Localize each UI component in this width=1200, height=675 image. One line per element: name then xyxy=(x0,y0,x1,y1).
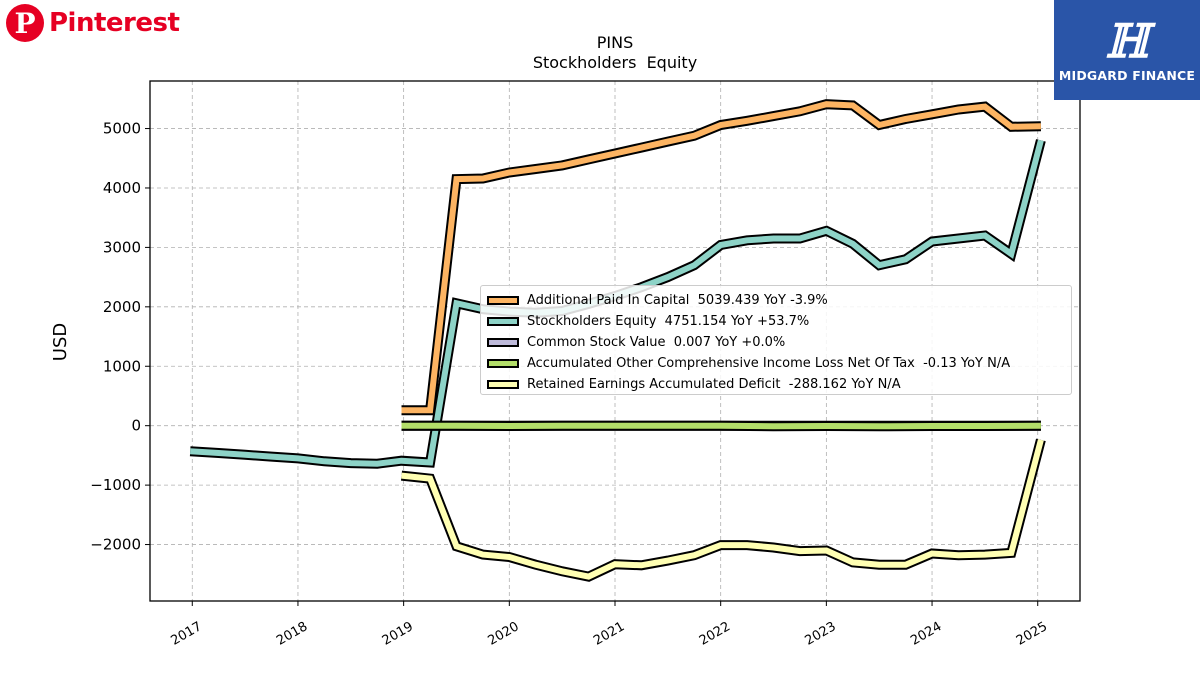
legend-label: Stockholders Equity 4751.154 YoY +53.7% xyxy=(527,314,810,329)
x-tick-label: 2024 xyxy=(908,619,944,649)
x-tick-label: 2018 xyxy=(274,619,310,649)
legend-label: Retained Earnings Accumulated Deficit -2… xyxy=(527,377,901,392)
legend-swatch xyxy=(487,296,519,305)
x-tick-label: 2017 xyxy=(168,619,204,649)
series-line-3 xyxy=(401,422,1041,430)
legend-item: Common Stock Value 0.007 YoY +0.0% xyxy=(487,332,1071,353)
legend-item: Retained Earnings Accumulated Deficit -2… xyxy=(487,374,1071,395)
midgard-finance-watermark: ℍ MIDGARD FINANCE xyxy=(1054,0,1200,100)
legend-item: Additional Paid In Capital 5039.439 YoY … xyxy=(487,290,1071,311)
y-axis-label: USD xyxy=(50,323,71,361)
legend-swatch xyxy=(487,380,519,389)
legend-swatch xyxy=(487,317,519,326)
legend-label: Additional Paid In Capital 5039.439 YoY … xyxy=(527,293,828,308)
legend-swatch xyxy=(487,359,519,368)
watermark-text: MIDGARD FINANCE xyxy=(1058,68,1196,83)
y-tick-label: −2000 xyxy=(90,536,141,554)
series-line-4 xyxy=(401,439,1044,580)
legend-label: Accumulated Other Comprehensive Income L… xyxy=(527,356,1011,371)
midgard-logo-icon: ℍ xyxy=(1105,14,1149,68)
legend: Additional Paid In Capital 5039.439 YoY … xyxy=(480,285,1072,395)
y-tick-label: −1000 xyxy=(90,476,141,494)
legend-item: Stockholders Equity 4751.154 YoY +53.7% xyxy=(487,311,1071,332)
chart-subtitle: Stockholders Equity xyxy=(533,53,697,72)
y-tick-label: 2000 xyxy=(103,298,141,316)
pinterest-brand: P Pinterest xyxy=(6,4,180,42)
legend-item: Accumulated Other Comprehensive Income L… xyxy=(487,353,1071,374)
y-tick-label: 0 xyxy=(131,417,141,435)
x-tick-label: 2025 xyxy=(1014,619,1050,649)
x-tick-label: 2021 xyxy=(591,619,627,649)
y-tick-label: 5000 xyxy=(103,120,141,138)
y-tick-label: 3000 xyxy=(103,238,141,256)
pinterest-logo-icon: P xyxy=(6,4,44,42)
series-line-0 xyxy=(401,101,1041,414)
x-tick-label: 2020 xyxy=(485,619,521,649)
brand-name: Pinterest xyxy=(49,8,180,38)
x-tick-label: 2019 xyxy=(380,619,416,649)
x-tick-label: 2022 xyxy=(697,619,733,649)
x-tick-label: 2023 xyxy=(803,619,839,649)
y-tick-label: 1000 xyxy=(103,357,141,375)
legend-swatch xyxy=(487,338,519,347)
legend-label: Common Stock Value 0.007 YoY +0.0% xyxy=(527,335,786,350)
y-tick-label: 4000 xyxy=(103,179,141,197)
chart-title: PINS xyxy=(597,33,634,52)
